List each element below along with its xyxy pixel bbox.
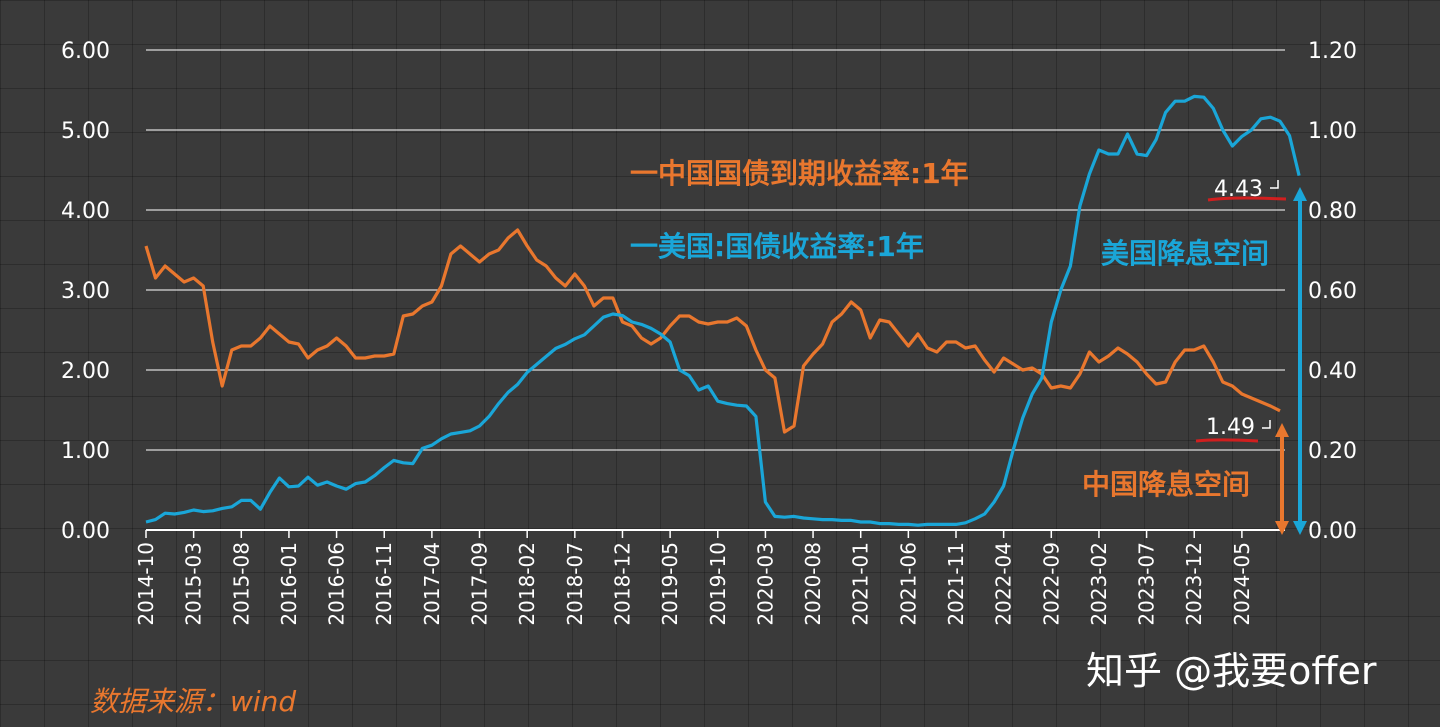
us-arrow-head-top (1293, 187, 1307, 201)
right-axis-ticks: 0.00 0.20 0.40 0.60 0.80 1.00 1.20 (1308, 39, 1357, 544)
us-underline (1207, 196, 1287, 202)
x-tick-label: 2020-03 (753, 542, 777, 626)
left-tick-label: 2.00 (61, 359, 110, 384)
end-label-us: 4.43 (1207, 177, 1287, 202)
us-arrow-head-bottom (1293, 521, 1307, 535)
x-tick-label: 2017-09 (468, 542, 492, 626)
x-tick-label: 2019-05 (658, 542, 682, 626)
x-tick-label: 2018-07 (563, 542, 587, 626)
x-tick-label: 2023-12 (1182, 542, 1206, 626)
us-yield-line (145, 94, 1301, 527)
x-tick-label: 2016-01 (277, 542, 301, 626)
x-tick-label: 2015-03 (182, 542, 206, 626)
gridlines (146, 49, 1285, 531)
end-label-cn-leader (1262, 420, 1271, 429)
right-tick-label: 0.80 (1308, 199, 1357, 224)
cn-rate-cut-room-label: 中国降息空间 (1082, 468, 1250, 501)
x-tick-label: 2017-04 (420, 542, 444, 626)
end-label-cn: 1.49 (1195, 415, 1271, 443)
left-tick-label: 4.00 (61, 199, 110, 224)
zhihu-watermark: 知乎 @我要offer (1086, 649, 1377, 693)
legend-us: 一美国:国债收益率:1年 (630, 230, 924, 263)
right-tick-label: 0.00 (1308, 519, 1357, 544)
x-tick-label: 2021-01 (849, 542, 873, 626)
x-tick-label: 2020-08 (801, 542, 825, 626)
x-tick-label: 2018-12 (610, 542, 634, 626)
cn-arrow-head-top (1275, 423, 1289, 437)
x-tick-label: 2018-02 (515, 542, 539, 626)
x-tick-label: 2021-06 (896, 542, 920, 626)
right-tick-label: 1.00 (1308, 119, 1357, 144)
us-arrow (1293, 187, 1307, 535)
cn-arrow (1275, 423, 1289, 535)
right-tick-label: 0.40 (1308, 359, 1357, 384)
right-tick-label: 0.20 (1308, 439, 1357, 464)
end-label-cn-text: 1.49 (1206, 415, 1255, 440)
end-label-us-leader (1270, 180, 1279, 189)
data-source-label: 数据来源：wind (90, 685, 297, 718)
left-tick-label: 0.00 (61, 519, 110, 544)
x-tick-label: 2016-11 (372, 542, 396, 626)
cn-yield-line (144, 228, 1281, 434)
cn-underline (1195, 438, 1259, 443)
left-tick-label: 3.00 (61, 279, 110, 304)
x-tick-label: 2014-10 (134, 542, 158, 626)
right-tick-label: 0.60 (1308, 279, 1357, 304)
cn-arrow-head-bottom (1275, 521, 1289, 535)
x-tick-label: 2019-10 (706, 542, 730, 626)
left-tick-label: 1.00 (61, 439, 110, 464)
x-tick-label: 2022-04 (992, 542, 1016, 626)
x-tick-label: 2015-08 (229, 542, 253, 626)
x-axis-ticks: 2014-10 2015-03 2015-08 2016-01 2016-06 2016-… (134, 530, 1254, 626)
x-tick-label: 2023-02 (1087, 542, 1111, 626)
left-tick-label: 5.00 (61, 119, 110, 144)
legend-cn: 一中国国债到期收益率:1年 (630, 157, 969, 190)
x-tick-label: 2016-06 (325, 542, 349, 626)
us-rate-cut-room-label: 美国降息空间 (1101, 237, 1269, 270)
series-lines (144, 94, 1301, 527)
right-tick-label: 1.20 (1308, 39, 1357, 64)
x-tick-label: 2023-07 (1135, 542, 1159, 626)
x-tick-label: 2021-11 (944, 542, 968, 626)
left-tick-label: 6.00 (61, 39, 110, 64)
x-tick-label: 2024-05 (1230, 542, 1254, 626)
left-axis-ticks: 0.00 1.00 2.00 3.00 4.00 5.00 6.00 (61, 39, 110, 544)
x-tick-label: 2022-09 (1039, 542, 1063, 626)
